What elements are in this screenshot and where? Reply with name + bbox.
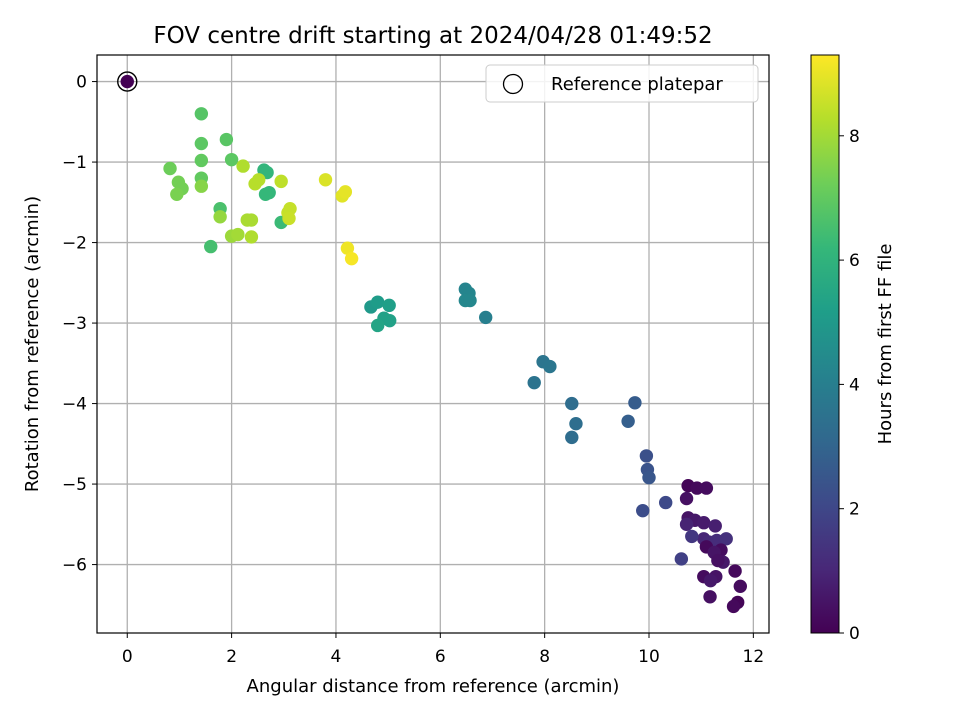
legend-marker-icon [502, 73, 524, 95]
data-point [283, 202, 297, 216]
data-point [318, 173, 333, 187]
data-point [170, 187, 184, 201]
x-tick-label: 10 [638, 647, 660, 667]
data-point [708, 519, 722, 533]
reference-point [120, 74, 134, 89]
data-point [569, 416, 583, 431]
data-points [163, 107, 748, 614]
colorbar-tick-label: 0 [849, 624, 860, 644]
data-point [338, 185, 353, 199]
x-tick-label: 4 [331, 647, 342, 667]
colorbar: 0 2 4 6 8 Hours from first FF file [810, 54, 896, 644]
data-point [658, 495, 673, 510]
colorbar-gradient [810, 54, 840, 634]
colorbar-tick-label: 6 [849, 251, 860, 271]
data-point [252, 173, 266, 187]
data-point [679, 517, 694, 532]
data-point [719, 532, 733, 546]
data-point [639, 449, 654, 463]
data-point [382, 298, 396, 313]
data-point [628, 396, 642, 410]
data-point [204, 239, 218, 254]
data-point [726, 599, 741, 614]
x-axis-label: Angular distance from reference (arcmin) [247, 676, 620, 697]
legend: Reference platepar [485, 64, 759, 103]
data-point [690, 481, 704, 495]
y-tick-label: −4 [62, 395, 87, 415]
data-point [642, 470, 656, 485]
y-tick-label: −1 [62, 153, 87, 173]
y-axis-ticks: 0 −1 −2 −3 −4 −5 −6 [62, 73, 97, 576]
data-point [370, 318, 385, 333]
data-point [674, 552, 689, 566]
data-point [478, 310, 493, 325]
data-point [194, 153, 209, 168]
data-point [258, 187, 273, 201]
data-point [699, 481, 714, 495]
legend-label: Reference platepar [551, 74, 723, 95]
data-point [621, 414, 635, 428]
chart-title: FOV centre drift starting at 2024/04/28 … [153, 23, 712, 49]
plot-frame [96, 54, 770, 634]
data-point [244, 213, 259, 227]
data-point [565, 396, 579, 411]
x-tick-label: 2 [226, 647, 237, 667]
y-tick-label: 0 [76, 73, 87, 93]
data-point [543, 359, 557, 374]
reference-ring [117, 71, 138, 92]
y-tick-label: −5 [62, 475, 87, 495]
data-point [463, 293, 477, 308]
x-tick-label: 0 [122, 647, 133, 667]
data-point [244, 230, 259, 244]
data-point [213, 210, 227, 224]
grid [97, 55, 769, 633]
data-point [685, 529, 699, 544]
data-point [236, 159, 250, 173]
x-tick-label: 8 [539, 647, 550, 667]
data-point [282, 211, 296, 226]
colorbar-tick-label: 4 [849, 375, 860, 395]
x-tick-label: 12 [743, 647, 765, 667]
data-point [344, 251, 359, 266]
data-point [679, 491, 694, 506]
y-tick-label: −3 [62, 314, 87, 334]
data-point [163, 161, 177, 176]
data-point [703, 573, 718, 588]
data-point [703, 590, 717, 604]
y-tick-label: −2 [62, 234, 87, 254]
data-point [224, 152, 239, 167]
data-point [219, 132, 234, 147]
data-point [697, 516, 711, 530]
colorbar-tick-label: 2 [849, 500, 860, 520]
data-point [274, 174, 288, 189]
data-point [636, 503, 650, 518]
data-point [194, 107, 209, 121]
data-point [711, 553, 725, 568]
data-point [340, 241, 355, 255]
y-axis-label: Rotation from reference (arcmin) [22, 196, 43, 492]
legend-box [485, 64, 759, 103]
colorbar-ticks: 0 2 4 6 8 [839, 127, 860, 644]
y-tick-label: −6 [62, 556, 87, 576]
reference-marker [117, 71, 138, 92]
data-point [370, 295, 385, 309]
data-point [733, 579, 748, 594]
data-point [565, 430, 579, 445]
data-point [231, 227, 245, 242]
data-point [527, 375, 541, 390]
x-tick-label: 6 [435, 647, 446, 667]
data-point [728, 564, 742, 578]
x-axis-ticks: 0 2 4 6 8 10 12 [122, 633, 764, 667]
colorbar-label: Hours from first FF file [875, 244, 896, 445]
data-point [194, 179, 209, 193]
data-point [382, 313, 397, 328]
data-point [194, 136, 209, 151]
colorbar-tick-label: 8 [849, 127, 860, 147]
